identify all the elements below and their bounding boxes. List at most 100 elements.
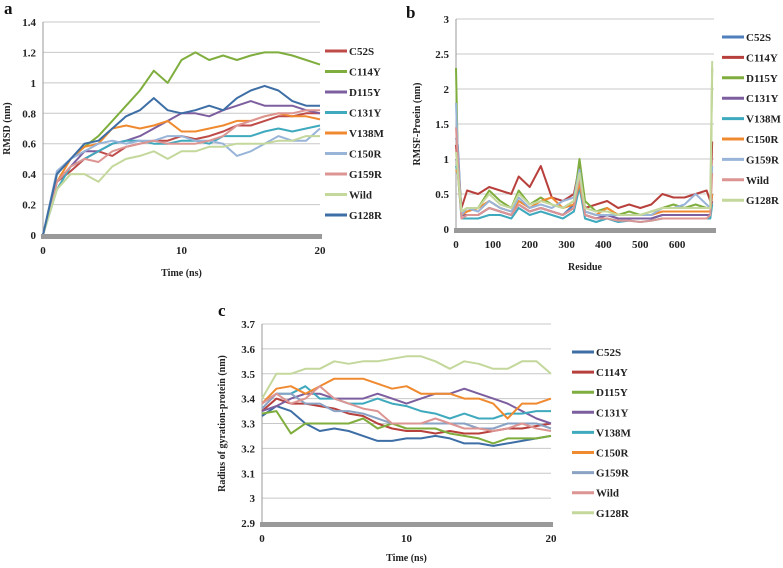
series-line-g128r [261, 355, 552, 400]
x-axis-floor [454, 228, 716, 233]
legend-item: V138M [325, 128, 384, 140]
legend-item: C131Y [722, 93, 778, 105]
legend-label: C150R [596, 448, 629, 460]
legend-item: D115Y [572, 387, 628, 399]
x-axis-label: Time (ns) [161, 268, 202, 279]
y-tick-label: 0.2 [22, 200, 36, 212]
chart-panel-b: b 0 0.5 1 1.5 2 2.5 3 0 100 200 300 400 500 600 Residue… [406, 3, 781, 273]
series-line-wild [42, 135, 320, 236]
x-tick-label: 100 [485, 239, 502, 251]
legend-item: C52S [722, 32, 771, 44]
y-tick-label: 2.9 [241, 518, 255, 530]
y-tick-label: 0.5 [435, 189, 449, 201]
legend-item: C52S [572, 347, 621, 359]
x-tick-label: 10 [401, 533, 413, 545]
legend-item: C114Y [572, 367, 628, 379]
y-tick-label: 0.4 [22, 169, 36, 181]
panel-letter: b [406, 3, 415, 22]
legend-label: G128R [596, 508, 630, 520]
x-axis-label: Time (ns) [386, 553, 427, 564]
y-tick-label: 3.4 [241, 394, 255, 406]
legend-label: C150R [746, 134, 779, 146]
legend-item: G128R [722, 195, 780, 207]
y-tick-label: 0 [444, 224, 450, 236]
x-tick-label: 200 [521, 239, 538, 251]
legend-item: Wild [572, 488, 619, 500]
legend-item: C52S [325, 46, 374, 58]
legend-label: C52S [596, 347, 621, 359]
chart-panel-c: c 2.9 3 3.1 3.2 3.3 3.4 3.5 3.6 3.7 0 10 20 Time (ns)… [217, 301, 631, 564]
x-axis-floor [41, 234, 322, 239]
legend: C52S C114Y D115Y C131Y V138M C150R G159R Wild G1… [325, 46, 384, 222]
y-tick-label: 3 [444, 14, 450, 26]
legend-label: G159R [349, 169, 383, 181]
legend-label: G128R [349, 210, 383, 222]
legend-item: G128R [325, 210, 383, 222]
y-tick-label: 3.5 [241, 369, 255, 381]
x-tick-label: 600 [669, 239, 686, 251]
legend-label: D115Y [596, 387, 628, 399]
legend-item: D115Y [325, 87, 381, 99]
series-line-c150r [42, 127, 321, 236]
legend-label: C52S [349, 46, 374, 58]
y-tick-label: 1.2 [22, 47, 36, 59]
y-tick-label: 3.1 [241, 468, 255, 480]
y-tick-label: 1 [444, 154, 450, 166]
legend-item: C150R [722, 134, 779, 146]
legend: C52S C114Y D115Y C131Y V138M C150R G159R Wild G1… [722, 32, 781, 207]
x-axis-floor [260, 522, 553, 527]
legend-label: C114Y [596, 367, 628, 379]
series-line-c150r [261, 377, 552, 420]
legend-item: C131Y [325, 108, 381, 120]
legend-item: V138M [722, 114, 781, 126]
x-tick-label: 0 [453, 239, 459, 251]
y-tick-label: 3.2 [241, 443, 255, 455]
legend-label: C150R [349, 149, 382, 161]
legend-label: C131Y [596, 407, 628, 419]
legend-label: C52S [746, 32, 771, 44]
x-axis-label: Residue [568, 262, 602, 273]
legend-item: C114Y [722, 52, 778, 64]
x-tick-label: 0 [40, 245, 46, 257]
series-line-c52s [261, 405, 552, 447]
x-tick-label: 10 [176, 245, 188, 257]
chart-panel-a: a 0 0.2 0.4 0.6 0.8 1 1.2 1.4 0 10 20 Time (ns) RMSD … [2, 0, 384, 279]
legend-item: Wild [325, 190, 372, 202]
panel-letter: c [218, 301, 226, 320]
legend-label: V138M [746, 114, 781, 126]
legend-label: Wild [596, 488, 619, 500]
legend-label: Wild [349, 190, 372, 202]
legend-item: C131Y [572, 407, 628, 419]
series-line-d115y [455, 67, 714, 216]
series-line-wild [261, 385, 552, 432]
y-axis-label: RMSD (nm) [2, 102, 13, 155]
x-tick-label: 300 [558, 239, 575, 251]
y-tick-label: 1.5 [435, 119, 449, 131]
y-tick-label: 2.5 [435, 49, 449, 61]
series-line-g128r [455, 60, 714, 216]
series-line-g128r [42, 84, 320, 236]
x-tick-label: 400 [595, 239, 612, 251]
legend-label: G128R [746, 195, 780, 207]
legend-label: C114Y [349, 67, 381, 79]
legend-item: C114Y [325, 67, 381, 79]
y-axis-label: Radius of gyration-protein (nm) [217, 355, 228, 492]
legend-label: V138M [349, 128, 384, 140]
y-tick-label: 0.6 [22, 139, 36, 151]
series-line-g159r [42, 109, 320, 236]
legend-label: D115Y [349, 87, 381, 99]
panel-letter: a [4, 0, 13, 18]
legend-label: Wild [746, 175, 769, 187]
x-tick-label: 500 [632, 239, 649, 251]
legend-item: G159R [722, 154, 780, 166]
legend-label: V138M [596, 427, 631, 439]
series-line-g159r [455, 102, 714, 216]
y-tick-label: 2 [444, 84, 450, 96]
y-tick-label: 0.8 [22, 108, 36, 120]
series-line-d115y [42, 100, 321, 236]
y-tick-label: 0 [31, 230, 37, 242]
legend-item: C150R [572, 448, 629, 460]
y-axis-label: RMSF-Proein (nm) [412, 83, 423, 166]
legend-label: G159R [746, 154, 780, 166]
